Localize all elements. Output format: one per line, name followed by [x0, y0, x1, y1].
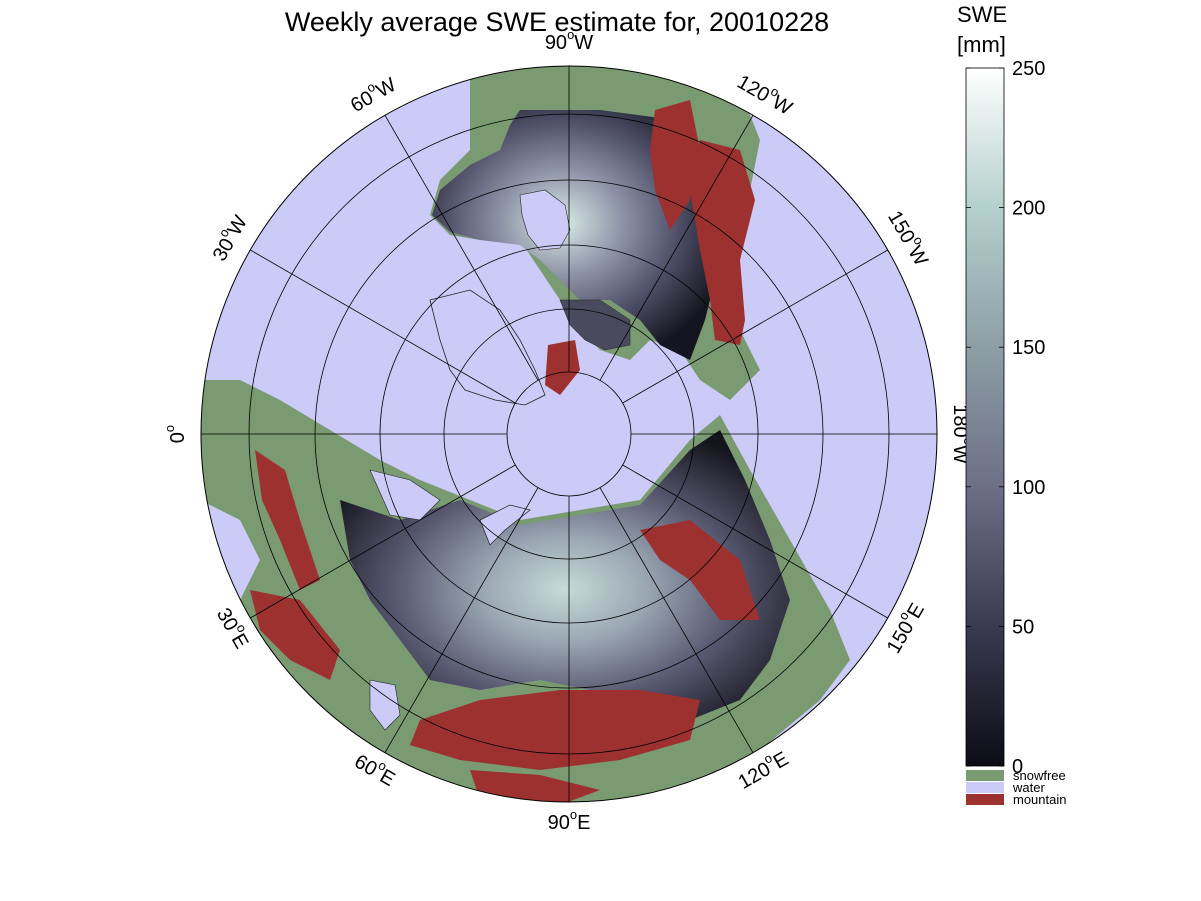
longitude-label: 0o: [162, 425, 189, 443]
meridian-line: [384, 115, 539, 381]
longitude-hemisphere: W: [949, 445, 971, 464]
colorbar-title: SWE: [957, 2, 1007, 27]
baffin-mountains: [545, 340, 580, 395]
eurasia-snow: [340, 430, 790, 720]
category-swatch: [966, 770, 1004, 781]
canadian-archipelago: [559, 299, 631, 351]
longitude-label-value: 90: [548, 812, 570, 834]
caspian-sea: [369, 679, 401, 731]
baltic-white-sea: [369, 469, 441, 521]
colorbar: SWE [mm] 250 200 150 100 50 0 snowfreewatermo…: [957, 2, 1066, 807]
meridian-line: [250, 464, 516, 619]
scandinavia-mountains: [255, 450, 320, 590]
longitude-label-value: 0: [167, 432, 189, 443]
degree-symbol: o: [570, 807, 577, 822]
central-asia-mountains: [410, 690, 700, 770]
longitude-label-value: 30: [209, 235, 239, 265]
category-swatch: [966, 794, 1004, 805]
colorbar-tick-label: 150: [1012, 337, 1045, 359]
longitude-label: 30oW: [205, 210, 252, 265]
alps-mountains: [250, 590, 340, 680]
longitude-hemisphere: W: [373, 74, 400, 103]
polar-map: [201, 66, 937, 802]
longitude-label-value: 180: [949, 404, 971, 437]
colorbar-tick-label: 200: [1012, 198, 1045, 220]
longitude-label: 60oW: [345, 70, 400, 117]
meridian-line: [622, 464, 888, 619]
longitude-label-value: 90: [545, 32, 567, 54]
map-title: Weekly average SWE estimate for, 2001022…: [285, 7, 829, 37]
colorbar-ticks: 250 200 150 100 50 0: [966, 58, 1045, 778]
colorbar-tick-label: 100: [1012, 477, 1045, 499]
degree-symbol: o: [162, 425, 177, 432]
category-label: snowfree: [1013, 768, 1066, 783]
meridian-line: [384, 487, 539, 753]
category-label: mountain: [1013, 792, 1066, 807]
meridian-line: [622, 249, 888, 404]
longitude-label-value: 60: [350, 751, 380, 781]
meridian-lines: [201, 66, 937, 802]
longitude-label: 180oW: [949, 404, 976, 464]
longitude-label-value: 150: [883, 618, 919, 658]
hudson-bay: [519, 189, 571, 251]
colorbar-tick-label: 50: [1012, 616, 1034, 638]
longitude-label-value: 120: [733, 71, 773, 107]
longitude-hemisphere: E: [577, 812, 590, 834]
colorbar-gradient: [965, 67, 1005, 767]
colorbar-tick-label: 0: [1012, 756, 1023, 778]
meridian-line: [250, 249, 516, 404]
longitude-hemisphere: W: [903, 243, 932, 270]
longitude-hemisphere: E: [226, 630, 252, 653]
category-swatch: [966, 782, 1004, 793]
longitude-label: 90oE: [548, 807, 591, 834]
alaska-mountains: [690, 140, 755, 345]
colorbar-units: [mm]: [957, 32, 1006, 57]
novaya-zemlya: [479, 504, 531, 546]
meridian-line: [599, 487, 754, 753]
meridian-line: [599, 115, 754, 381]
longitude-hemisphere: E: [770, 748, 793, 774]
degree-symbol: o: [567, 27, 574, 42]
colorbar-tick-label: 250: [1012, 58, 1045, 80]
greenland-outline: [429, 289, 546, 406]
longitude-hemisphere: W: [574, 32, 593, 54]
longitude-label: 90oW: [545, 27, 593, 54]
category-label: water: [1012, 780, 1045, 795]
